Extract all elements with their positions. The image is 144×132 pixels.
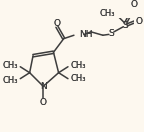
Text: O: O	[53, 19, 60, 28]
Text: CH₃: CH₃	[99, 9, 115, 18]
Text: CH₃: CH₃	[71, 61, 86, 70]
Text: O: O	[130, 0, 137, 9]
Text: O: O	[130, 0, 137, 9]
Text: CH₃: CH₃	[2, 76, 18, 85]
Text: O: O	[136, 17, 143, 26]
Text: CH₃: CH₃	[71, 61, 86, 70]
Text: NH: NH	[79, 30, 93, 39]
Text: CH₃: CH₃	[71, 74, 86, 83]
Text: S: S	[122, 20, 128, 30]
Text: CH₃: CH₃	[2, 61, 18, 70]
Text: O: O	[40, 98, 47, 107]
Text: N: N	[40, 82, 47, 91]
Text: CH₃: CH₃	[99, 9, 115, 18]
Text: CH₃: CH₃	[2, 76, 18, 85]
Text: O: O	[136, 17, 143, 26]
Text: O: O	[53, 19, 60, 28]
Text: S: S	[109, 29, 114, 38]
Text: NH: NH	[79, 30, 93, 39]
Text: O: O	[40, 98, 47, 107]
Text: N: N	[40, 82, 47, 91]
Text: CH₃: CH₃	[71, 74, 86, 83]
Text: S: S	[122, 20, 128, 30]
Text: S: S	[109, 29, 114, 38]
Text: CH₃: CH₃	[2, 61, 18, 70]
